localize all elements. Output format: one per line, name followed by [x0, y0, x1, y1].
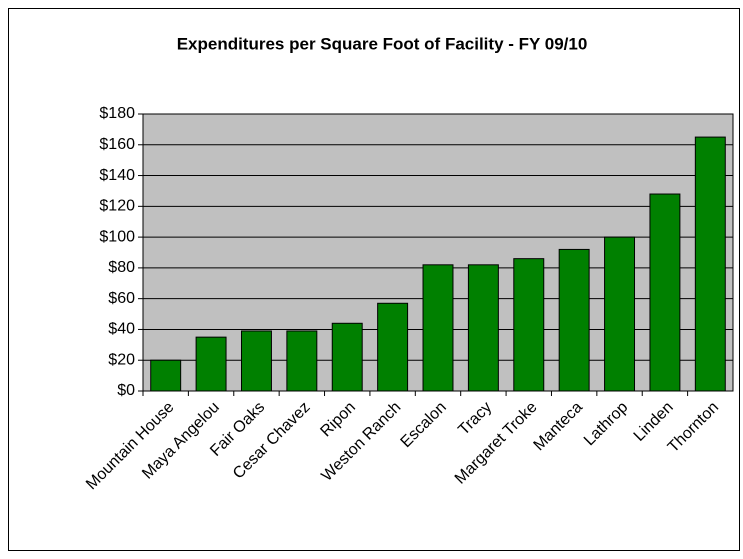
bar [422, 264, 454, 392]
bar [467, 264, 499, 392]
bar [558, 248, 590, 392]
bar [377, 302, 409, 392]
y-tick-label: $180 [99, 105, 135, 122]
y-tick-label: $20 [108, 351, 135, 368]
bar [649, 193, 681, 392]
y-tick-label: $80 [108, 259, 135, 276]
bar [240, 330, 272, 392]
chart-title: Expenditures per Square Foot of Facility… [177, 34, 588, 53]
bar [604, 236, 636, 392]
bar [195, 336, 227, 392]
y-tick-label: $0 [117, 382, 135, 399]
y-tick-label: $160 [99, 136, 135, 153]
y-tick-label: $100 [99, 228, 135, 245]
y-tick-label: $120 [99, 198, 135, 215]
y-tick-label: $60 [108, 290, 135, 307]
y-tick-label: $140 [99, 167, 135, 184]
y-tick-label: $40 [108, 321, 135, 338]
bar [694, 136, 726, 392]
bar [513, 258, 545, 392]
bar [331, 322, 363, 392]
bar [286, 330, 318, 392]
bar [150, 359, 182, 392]
